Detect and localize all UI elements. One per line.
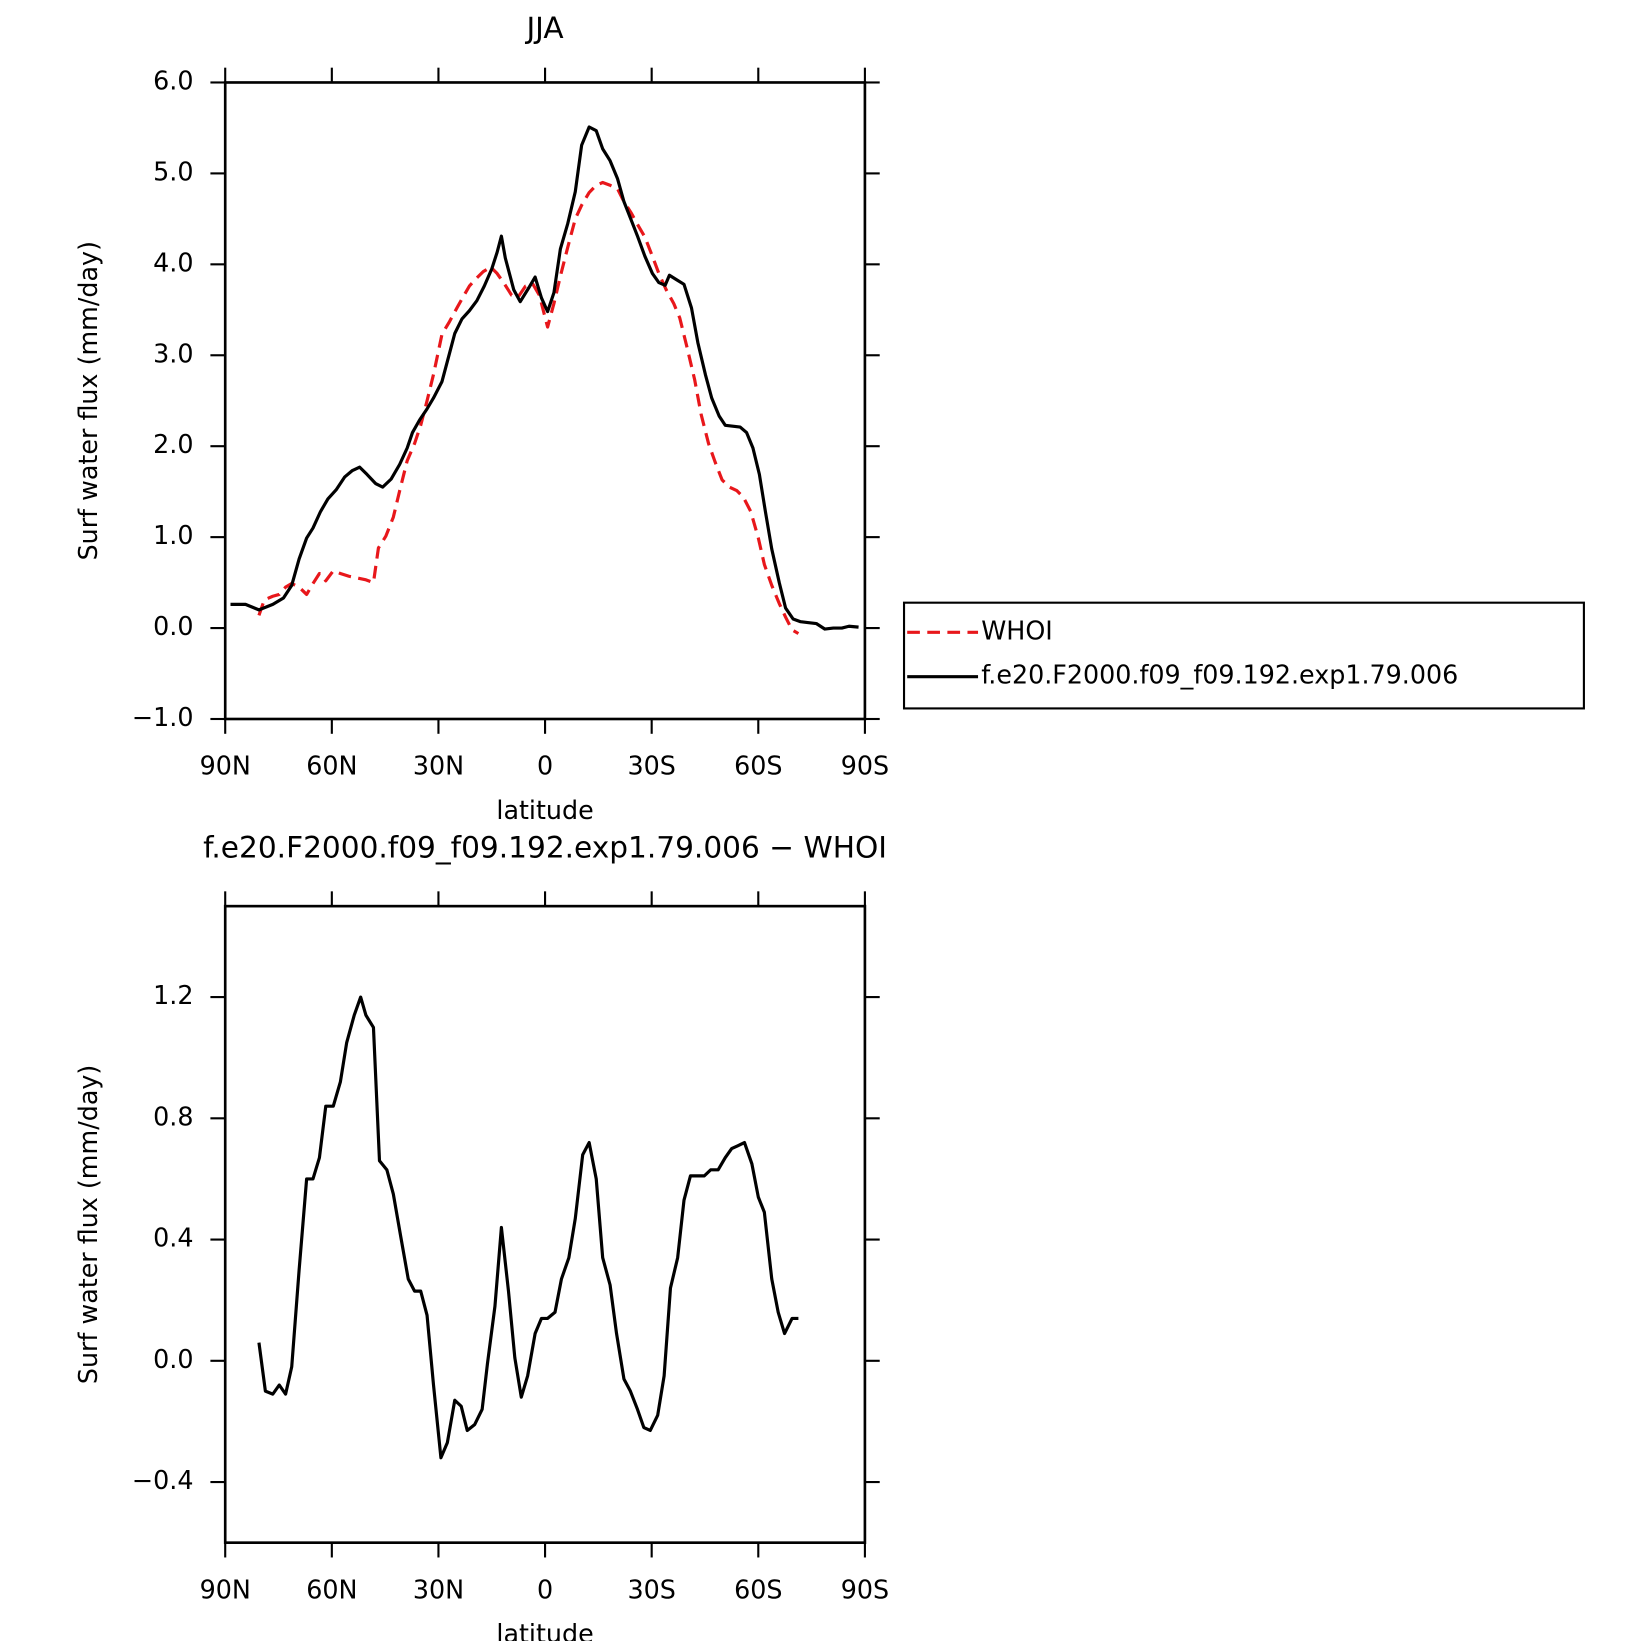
- y-tick-label: 0.0: [153, 1344, 193, 1374]
- data-line: [257, 995, 799, 1460]
- x-tick-label: 30S: [627, 1574, 675, 1604]
- x-tick-label: 0: [537, 1574, 553, 1604]
- y-tick-label: 0.8: [153, 1101, 193, 1131]
- plot-frame: [223, 81, 867, 721]
- y-axis-label: Surf water flux (mm/day): [73, 241, 103, 560]
- x-tick-label: 90S: [841, 751, 889, 781]
- x-tick-label: 30N: [413, 751, 464, 781]
- y-tick-label: 0.4: [153, 1223, 193, 1253]
- y-tick-label: 0.0: [153, 611, 193, 641]
- x-tick-label: 90N: [200, 1574, 251, 1604]
- y-tick-label: −1.0: [132, 702, 194, 732]
- y-tick-label: 1.2: [153, 980, 193, 1010]
- x-tick-label: 60N: [306, 1574, 357, 1604]
- x-tick-label: 60N: [306, 751, 357, 781]
- y-tick-label: 2.0: [153, 429, 193, 459]
- y-axis-label: Surf water flux (mm/day): [73, 1065, 103, 1384]
- x-tick-label: 30N: [413, 1574, 464, 1604]
- y-tick-label: −0.4: [132, 1465, 194, 1495]
- y-tick-label: 1.0: [153, 520, 193, 550]
- chart-title: f.e20.F2000.f09_f09.192.exp1.79.006 − WH…: [203, 831, 887, 865]
- plot-frame: [223, 904, 867, 1544]
- legend-label: WHOI: [981, 615, 1053, 645]
- x-axis-label: latitude: [496, 795, 593, 825]
- y-tick-label: 5.0: [153, 156, 193, 186]
- x-tick-label: 90S: [841, 1574, 889, 1604]
- x-axis-label: latitude: [496, 1619, 593, 1641]
- chart-title: JJA: [524, 11, 563, 45]
- y-tick-label: 3.0: [153, 338, 193, 368]
- y-tick-label: 4.0: [153, 247, 193, 277]
- data-line: [257, 180, 800, 635]
- x-tick-label: 90N: [200, 751, 251, 781]
- x-tick-label: 0: [537, 751, 553, 781]
- y-tick-label: 6.0: [153, 65, 193, 95]
- legend-box: [902, 601, 1585, 710]
- data-line: [230, 125, 859, 631]
- legend-label: f.e20.F2000.f09_f09.192.exp1.79.006: [981, 660, 1458, 690]
- x-tick-label: 60S: [734, 1574, 782, 1604]
- x-tick-label: 60S: [734, 751, 782, 781]
- x-tick-label: 30S: [627, 751, 675, 781]
